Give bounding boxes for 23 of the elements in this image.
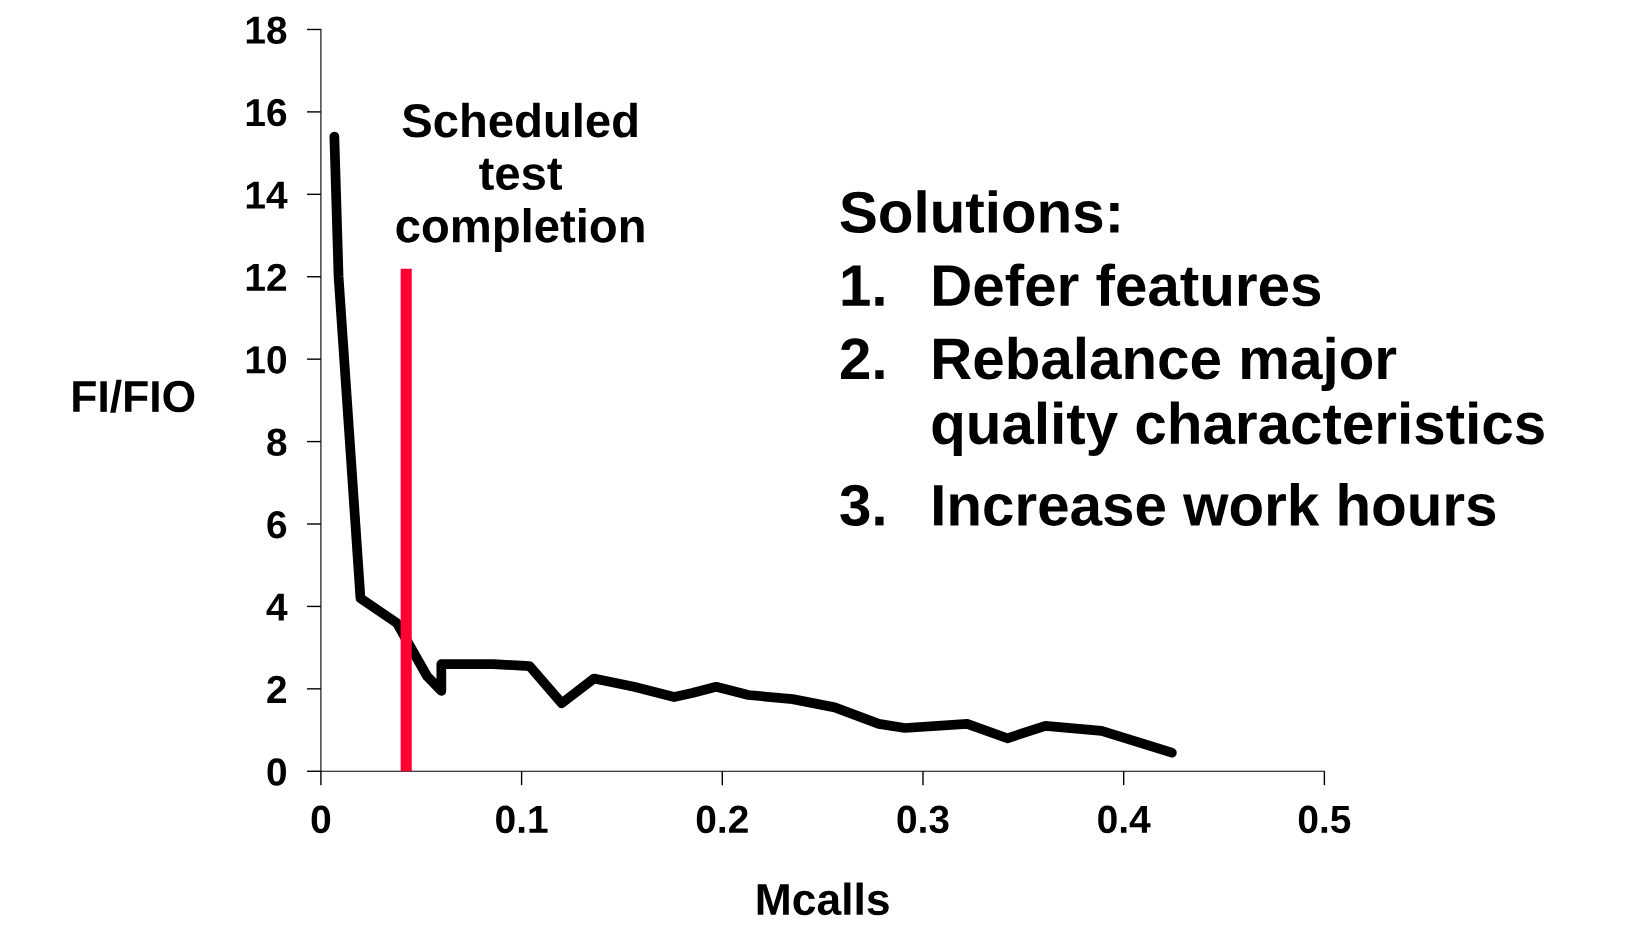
annotation: Solutions: (840, 190, 1119, 234)
annotation: 2. Rebalance major quality characteristics (840, 336, 1544, 456)
y-tick-label: 18 (246, 16, 287, 44)
x-axis-title: Mcalls (757, 882, 889, 916)
y-tick-label: 6 (267, 510, 287, 539)
y-tick-label: 8 (267, 428, 287, 457)
y-tick-label: 12 (246, 263, 287, 291)
y-tick-label: 14 (246, 181, 288, 209)
y-axis-title: FI/FIO (73, 379, 195, 413)
x-tick-label: 0.1 (496, 805, 548, 834)
x-tick-label: 0.3 (897, 805, 949, 834)
y-tick-label: 4 (266, 593, 288, 621)
ref-line-label: Scheduled test completion (396, 102, 644, 253)
annotation: 3. Increase work hours (840, 483, 1496, 527)
x-tick-label: 0.2 (696, 805, 748, 834)
y-tick-label: 2 (267, 675, 287, 703)
y-tick-label: 16 (246, 98, 287, 127)
x-tick-label: 0.4 (1098, 805, 1151, 834)
x-tick-label: 0.5 (1298, 805, 1351, 834)
y-tick-label: 0 (267, 758, 286, 786)
annotation: 1. Defer features (842, 263, 1321, 307)
x-tick-label: 0 (311, 805, 331, 834)
y-tick-label: 10 (246, 346, 286, 374)
